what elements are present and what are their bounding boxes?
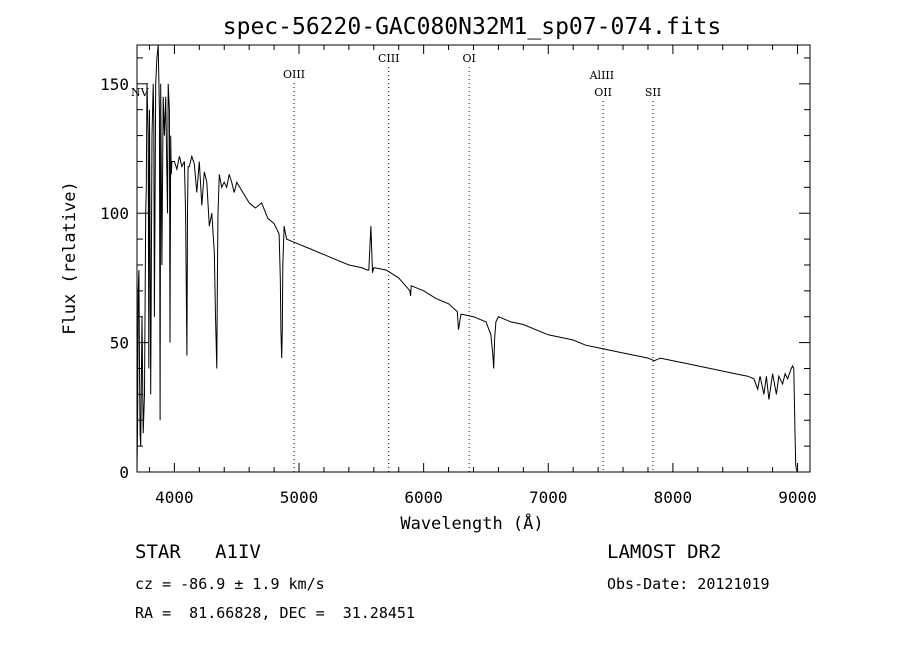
coordinates-label: RA = 81.66828, DEC = 31.28451: [135, 604, 415, 622]
x-tick-label: 6000: [404, 488, 443, 507]
y-tick-label: 100: [100, 204, 129, 223]
x-tick-label: 8000: [654, 488, 693, 507]
x-tick-label: 5000: [280, 488, 319, 507]
plot-frame: [136, 44, 811, 473]
obs-date-label: Obs-Date: 20121019: [607, 575, 770, 593]
line-marker-label: SII: [645, 86, 661, 99]
line-marker-label: OIII: [283, 68, 305, 81]
line-marker-label: CIII: [378, 52, 399, 65]
survey-label: LAMOST DR2: [607, 541, 722, 563]
y-axis-label: Flux (relative): [60, 181, 80, 335]
line-marker-label: OI: [462, 52, 475, 65]
x-tick-label: 9000: [778, 488, 817, 507]
subclass-label: A1IV: [215, 541, 261, 563]
axes: 4000 5000 6000 7000 8000 9000 0 50 100 150: [100, 45, 817, 507]
line-marker-label: NV: [131, 86, 150, 99]
x-tick-label: 4000: [155, 488, 194, 507]
line-marker-label: OII: [594, 86, 612, 99]
chart-title: spec-56220-GAC080N32M1_sp07-074.fits: [223, 14, 722, 40]
emission-line-markers: NV OIII CIII OI AlIII OII SII: [131, 52, 661, 472]
x-axis-label: Wavelength (Å): [400, 512, 543, 534]
redshift-label: cz = -86.9 ± 1.9 km/s: [135, 575, 325, 593]
class-label: STAR: [135, 541, 181, 563]
line-marker-label: AlIII: [589, 69, 615, 82]
object-class: STAR A1IV: [135, 541, 261, 563]
y-tick-label: 150: [100, 75, 129, 94]
y-tick-label: 50: [110, 334, 129, 353]
spectrum-series: [136, 44, 798, 473]
y-tick-label: 0: [119, 463, 129, 482]
spectrum-line: [136, 44, 798, 473]
x-tick-label: 7000: [529, 488, 568, 507]
